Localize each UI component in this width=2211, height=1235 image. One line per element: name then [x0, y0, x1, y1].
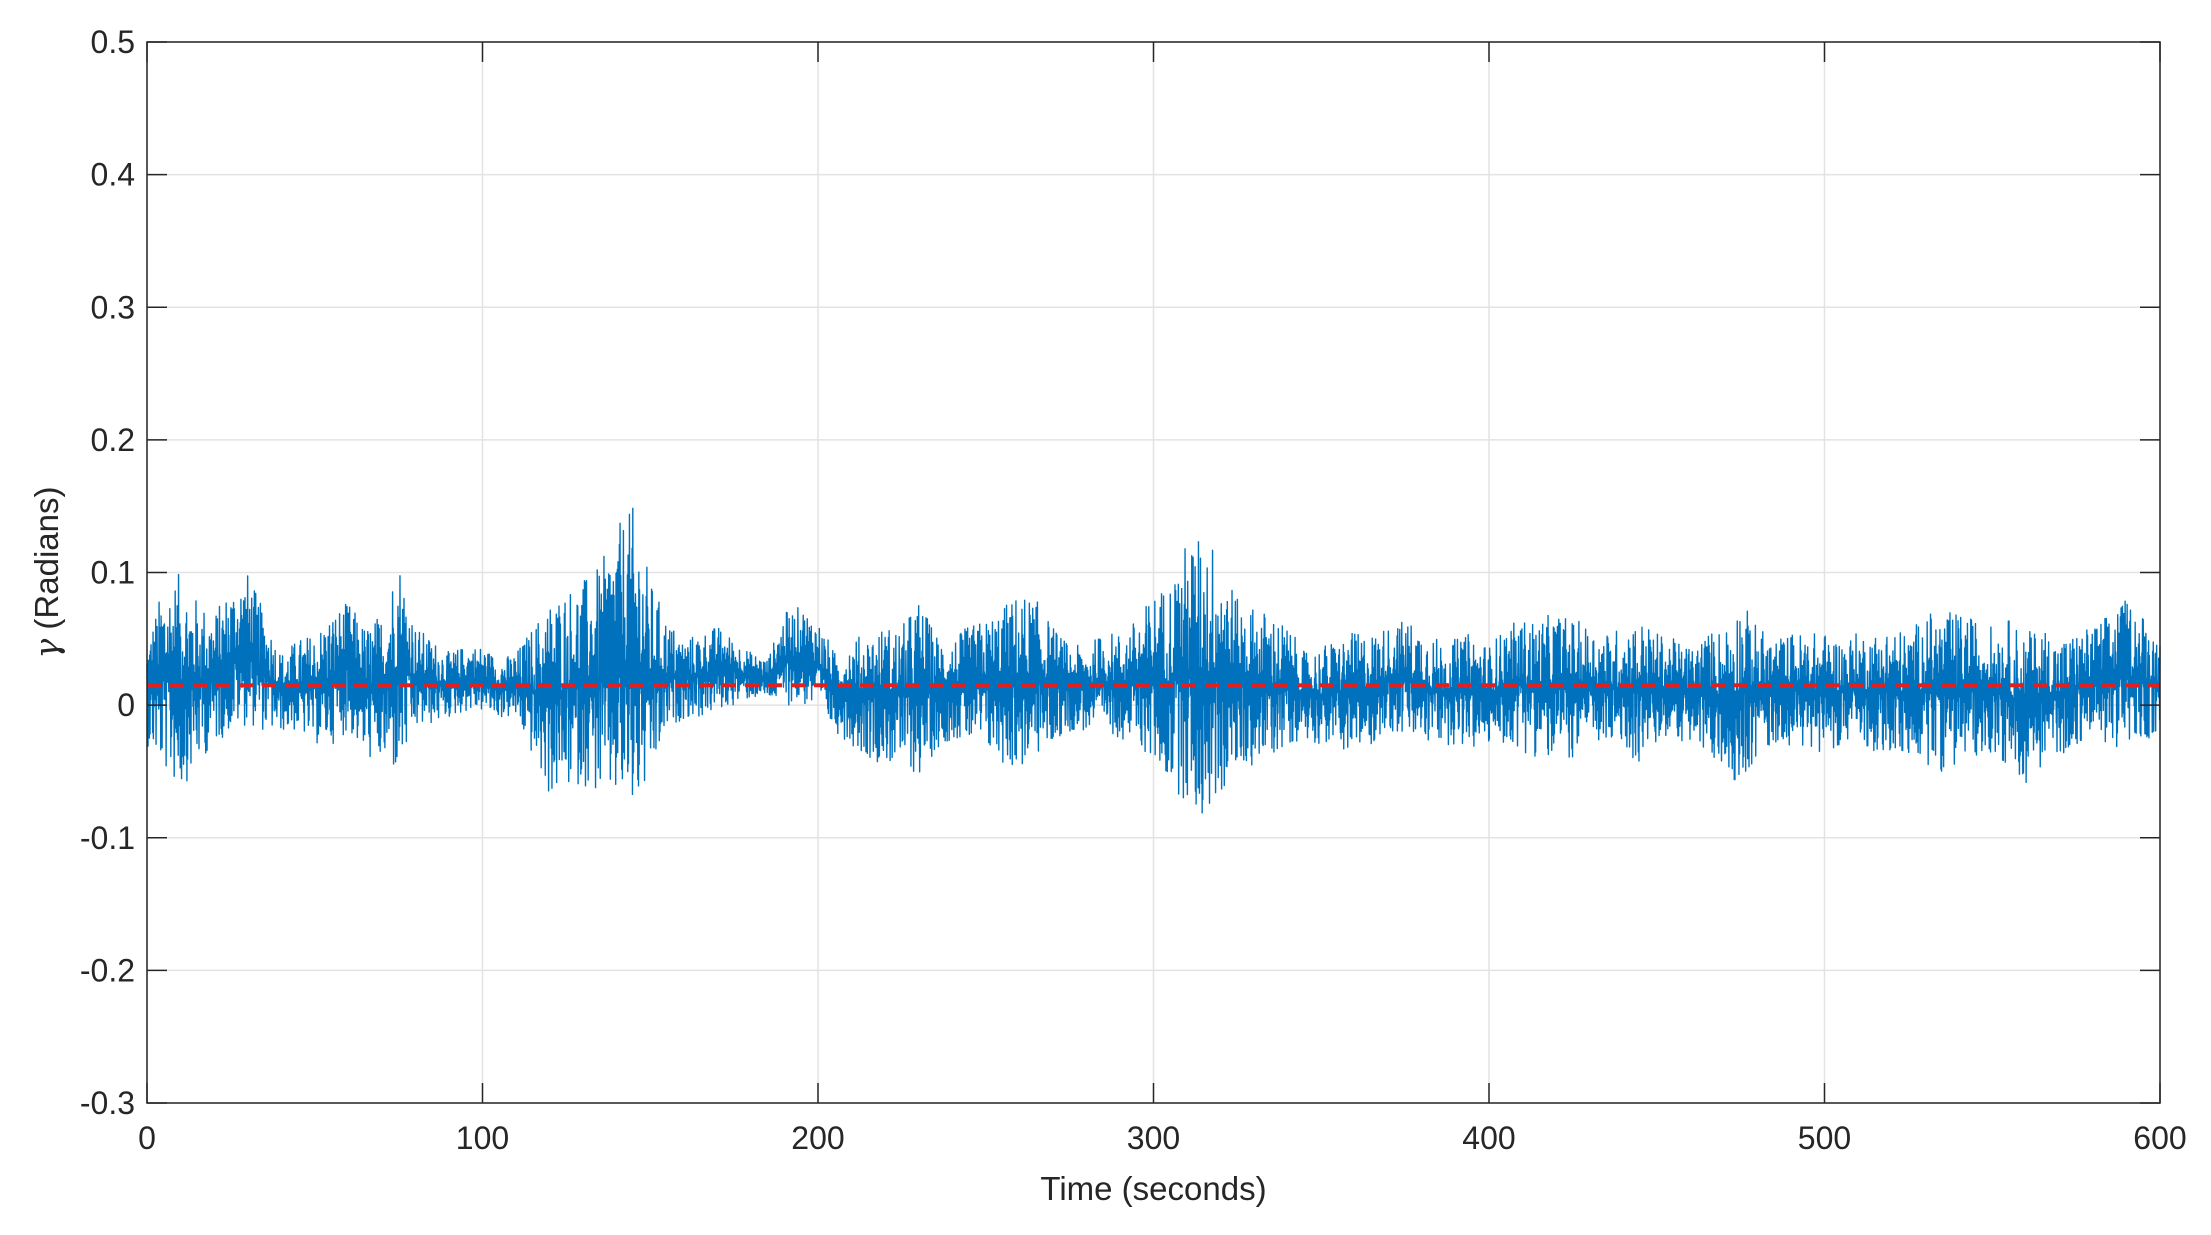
y-tick-label: 0.1 — [91, 555, 135, 591]
y-tick-label: -0.2 — [80, 952, 135, 988]
y-tick-label: -0.3 — [80, 1085, 135, 1121]
x-tick-label: 500 — [1798, 1120, 1851, 1156]
y-tick-label: 0 — [117, 687, 135, 723]
axis-ticks — [146, 41, 2161, 1104]
tick-labels: 0 100 200 300 400 500 600 -0.3 -0.2 -0.1 0 0.1 0.2 0.… — [80, 24, 2187, 1156]
y-tick-label: 0.4 — [91, 157, 135, 193]
x-tick-label: 300 — [1127, 1120, 1180, 1156]
x-tick-label: 100 — [456, 1120, 509, 1156]
data-series — [146, 507, 2161, 814]
y-axis-label-text: (Radians) — [28, 487, 65, 639]
y-tick-label: 0.3 — [91, 289, 135, 325]
y-tick-label: -0.1 — [80, 820, 135, 856]
y-tick-label: 0.5 — [91, 24, 135, 60]
x-tick-label: 600 — [2133, 1120, 2186, 1156]
y-tick-label: 0.2 — [91, 422, 135, 458]
x-axis-label: Time (seconds) — [1040, 1170, 1266, 1207]
x-tick-label: 200 — [791, 1120, 844, 1156]
x-tick-label: 400 — [1462, 1120, 1515, 1156]
y-axis-label-symbol: γ — [27, 638, 66, 658]
x-tick-label: 0 — [138, 1120, 156, 1156]
signal-line — [146, 507, 2161, 814]
y-axis-label: γ (Radians) — [27, 487, 66, 659]
